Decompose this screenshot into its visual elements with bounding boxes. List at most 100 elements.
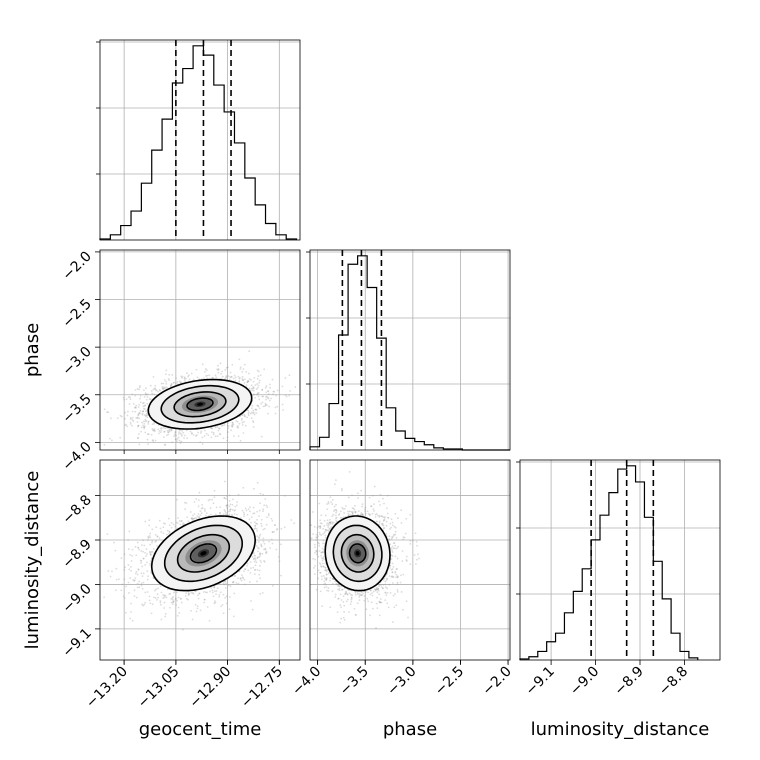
scatter-point [251,608,254,611]
scatter-point [193,517,195,520]
scatter-point [142,402,144,405]
scatter-point [181,434,183,437]
scatter-point [259,553,262,556]
scatter-point [218,432,221,435]
scatter-point [166,434,168,437]
scatter-point [253,521,256,524]
scatter-point [137,413,140,416]
scatter-point [236,426,239,428]
scatter-point [162,387,165,390]
scatter-point [258,515,260,517]
scatter-point [253,386,255,389]
scatter-point [175,377,178,380]
scatter-point [163,601,166,604]
scatter-point [194,517,197,519]
scatter-point [174,438,177,441]
scatter-point [138,403,141,406]
scatter-point [227,427,230,430]
scatter-point [254,396,257,399]
scatter-point [230,429,233,432]
scatter-point [225,602,228,605]
scatter-point [113,541,115,544]
scatter-point [199,609,202,612]
scatter-point [143,422,146,425]
scatter-point [216,368,219,371]
scatter-point [125,423,128,426]
scatter-point [180,433,183,436]
scatter-point [195,368,198,371]
scatter-point [185,597,188,600]
scatter-point [226,504,229,506]
scatter-point [142,550,144,553]
scatter-point [256,383,259,385]
scatter-point [126,425,128,428]
scatter-point [153,387,156,390]
scatter-point [289,390,292,392]
scatter-point [243,513,246,516]
scatter-point [253,512,256,515]
scatter-point [172,381,175,384]
scatter-point [239,439,242,442]
scatter-point [211,376,214,379]
scatter-point [168,524,171,527]
scatter-point [173,435,175,438]
hist-panel-phase [306,249,511,451]
scatter-point [155,588,158,591]
scatter-point [120,415,123,418]
scatter-point [181,523,184,526]
scatter-point [139,385,141,387]
scatter-point [156,535,159,538]
scatter-point [240,417,243,420]
scatter-point [158,519,161,522]
scatter-point [137,568,140,571]
scatter-point [211,431,213,434]
scatter-point [163,594,166,597]
contour-line [160,384,240,424]
scatter-point [187,520,190,523]
scatter-point [174,598,177,600]
scatter-point [208,374,211,377]
scatter-point [275,529,278,531]
scatter-point [184,595,187,597]
scatter-point [174,430,177,433]
scatter-point [242,368,245,370]
scatter-point [230,375,233,378]
scatter-point [162,426,165,429]
scatter-point [270,517,273,520]
scatter-point [272,393,274,396]
scatter-point [224,376,227,379]
scatter-point [229,376,232,378]
scatter-point [173,433,176,436]
scatter-point [135,554,138,557]
scatter-point [233,615,235,618]
scatter-point [252,566,255,569]
scatter-point [243,413,246,416]
scatter-point [151,427,154,430]
scatter-point [192,378,195,381]
scatter-point [144,431,147,434]
scatter-point [209,590,211,593]
scatter-point [232,580,235,583]
scatter-point [141,575,144,578]
scatter-point [172,601,175,604]
scatter-point [146,539,149,541]
scatter-point [250,417,253,420]
scatter-point [272,390,275,393]
scatter-point [258,534,261,537]
scatter-point [256,481,259,484]
scatter-point [150,554,152,556]
scatter-point [273,530,275,533]
scatter-point [169,428,171,431]
scatter-point [146,553,149,555]
scatter-point [137,547,140,549]
scatter-point [266,516,268,519]
scatter-point [206,377,208,380]
scatter-point [274,412,277,415]
scatter-point [263,559,265,562]
scatter-point [210,426,213,429]
scatter-point [258,573,261,576]
scatter-point [139,559,142,562]
scatter-point [211,589,214,592]
scatter-point [237,582,240,585]
scatter-point [263,542,266,545]
